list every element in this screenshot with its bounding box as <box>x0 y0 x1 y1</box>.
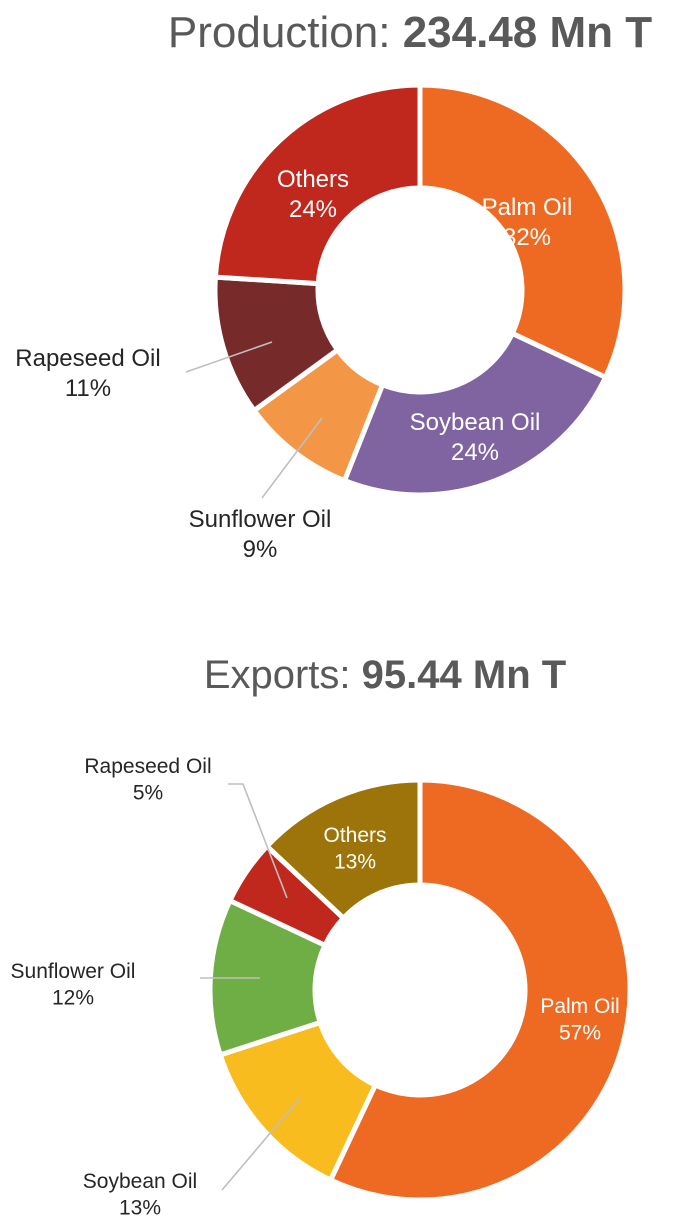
exports-slice-others <box>264 777 423 921</box>
exports-label-palm-oil-pct: 57% <box>559 1021 601 1044</box>
exports-label-sunflower-oil-pct: 12% <box>52 986 94 1009</box>
exports-label-sunflower-oil: Sunflower Oil 12% <box>11 960 136 1009</box>
production-label-rapeseed-oil-pct: 11% <box>65 375 111 402</box>
exports-title-prefix: Exports: <box>204 653 362 697</box>
production-label-palm-oil-name: Palm Oil <box>482 194 573 221</box>
production-chart: Production: 234.48 Mn T Palm Oil 32% Soybe… <box>15 8 652 563</box>
production-leader-line-rapeseed-oil <box>185 341 273 373</box>
exports-label-rapeseed-oil-name: Rapeseed Oil <box>84 755 211 778</box>
production-label-others: Others 24% <box>277 166 349 223</box>
production-label-palm-oil-pct: 32% <box>503 224 551 251</box>
exports-label-soybean-oil-pct: 13% <box>119 1196 161 1219</box>
production-label-rapeseed-oil-name: Rapeseed Oil <box>15 345 160 372</box>
production-donut: Palm Oil 32% Soybean Oil 24% Sunflower Oil 9%… <box>15 82 628 563</box>
exports-label-others-pct: 13% <box>334 850 376 873</box>
production-leader-line-sunflower-oil <box>261 417 323 499</box>
production-label-others-name: Others <box>277 166 349 193</box>
production-title: Production: 234.48 Mn T <box>168 8 652 57</box>
exports-label-rapeseed-oil: Rapeseed Oil 5% <box>84 755 211 804</box>
production-label-palm-oil: Palm Oil 32% <box>482 194 573 251</box>
production-slice-others <box>212 82 423 287</box>
production-label-sunflower-oil-pct: 9% <box>243 536 278 563</box>
production-label-rapeseed-oil: Rapeseed Oil 11% <box>15 345 160 402</box>
exports-label-rapeseed-oil-pct: 5% <box>133 781 163 804</box>
exports-donut: Palm Oil 57% Soybean Oil 13% Sunflower Oil 12… <box>11 755 633 1219</box>
production-label-soybean-oil-pct: 24% <box>451 439 499 466</box>
exports-title-value: 95.44 Mn T <box>362 653 567 697</box>
production-label-others-pct: 24% <box>289 196 337 223</box>
production-title-value: 234.48 Mn T <box>403 8 653 57</box>
exports-slice-palm-oil <box>328 777 633 1203</box>
production-slice-palm-oil <box>417 82 628 380</box>
exports-chart: Exports: 95.44 Mn T Palm Oil 57% Soybean O… <box>11 653 633 1219</box>
exports-label-soybean-oil: Soybean Oil 13% <box>83 1170 197 1219</box>
exports-leader-line-soybean-oil <box>221 1097 301 1191</box>
exports-label-others: Others 13% <box>323 824 386 873</box>
exports-title: Exports: 95.44 Mn T <box>204 653 566 697</box>
production-label-soybean-oil: Soybean Oil 24% <box>410 409 541 466</box>
exports-label-others-name: Others <box>323 824 386 847</box>
production-title-prefix: Production: <box>168 8 403 57</box>
production-label-soybean-oil-name: Soybean Oil <box>410 409 541 436</box>
production-label-sunflower-oil: Sunflower Oil 9% <box>189 506 332 563</box>
exports-label-soybean-oil-name: Soybean Oil <box>83 1170 197 1193</box>
production-slice-soybean-oil <box>342 330 608 498</box>
production-label-sunflower-oil-name: Sunflower Oil <box>189 506 332 533</box>
exports-label-sunflower-oil-name: Sunflower Oil <box>11 960 136 983</box>
exports-leader-line-rapeseed-oil <box>228 783 288 899</box>
exports-label-palm-oil: Palm Oil 57% <box>540 995 619 1044</box>
exports-label-palm-oil-name: Palm Oil <box>540 995 619 1018</box>
